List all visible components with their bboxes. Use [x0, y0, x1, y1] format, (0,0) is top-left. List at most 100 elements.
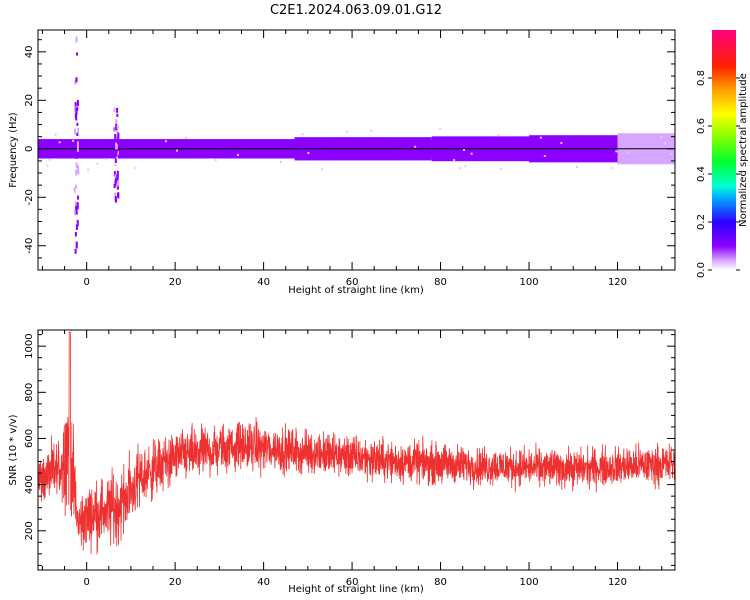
- spectrogram-spike-pixel: [113, 184, 116, 189]
- snr-y-label: SNR (10 * v/v): [8, 414, 19, 485]
- spectrogram-x-tick-label: 20: [169, 277, 182, 288]
- spectrogram-spike-pixel: [117, 137, 120, 142]
- spectrogram-spike-pixel: [114, 133, 117, 141]
- spectrogram-noise-pixel: [58, 141, 61, 144]
- spectrogram-noise-pixel: [54, 133, 57, 136]
- spectrogram-spike-pixel: [114, 174, 117, 178]
- spectrogram-noise-pixel: [470, 152, 473, 155]
- spectrogram-noise-pixel: [346, 130, 349, 133]
- spectrogram-spike-pixel: [74, 249, 77, 254]
- spectrogram-spike-pixel: [115, 119, 118, 124]
- snr-x-tick-label: 60: [346, 577, 359, 588]
- spectrogram-spike-pixel: [77, 195, 80, 200]
- spectrogram-spike-pixel: [116, 113, 119, 117]
- spectrogram-noise-pixel: [307, 151, 310, 154]
- snr-y-tick-label: 400: [24, 475, 35, 494]
- spectrogram-noise-pixel: [280, 160, 283, 163]
- snr-x-tick-label: 120: [608, 577, 627, 588]
- spectrogram-spike-pixel: [116, 107, 119, 113]
- spectrogram-spike-pixel: [75, 77, 78, 83]
- spectrogram-noise-pixel: [627, 151, 630, 154]
- spectrogram-spike-pixel: [115, 144, 118, 150]
- spectrogram-noise-pixel: [96, 162, 99, 165]
- spectrogram-spike-pixel: [114, 157, 117, 164]
- spectrogram-noise-pixel: [321, 168, 324, 171]
- spectrogram-noise-pixel: [46, 164, 49, 167]
- spectrogram-noise-pixel: [463, 148, 466, 151]
- figure-title: C2E1.2024.063.09.01.G12: [270, 3, 442, 18]
- spectrogram-spike-pixel: [75, 202, 78, 210]
- spectrogram-spike-pixel: [74, 209, 77, 216]
- colorbar-tick-label: 0.8: [696, 70, 707, 86]
- spectrogram-noise-pixel: [464, 164, 467, 167]
- snr-plot-area: [38, 331, 675, 555]
- spectrogram-spike-pixel: [116, 151, 119, 155]
- spectrogram-noise-pixel: [134, 166, 137, 169]
- spectrogram-spike-pixel: [115, 123, 118, 130]
- spectrogram-noise-pixel: [611, 167, 614, 170]
- spectrogram-spike-pixel: [115, 174, 118, 181]
- spectrogram-spike-pixel: [74, 106, 77, 112]
- spectrogram-x-tick-label: 60: [346, 277, 359, 288]
- spectrogram-spike-pixel: [73, 187, 76, 193]
- spectrogram-y-tick-label: -40: [24, 238, 35, 254]
- spectrogram-y-tick-label: -20: [24, 189, 35, 205]
- spectrogram-spike-pixel: [75, 114, 78, 121]
- spectrogram-noise-pixel: [105, 158, 108, 161]
- colorbar-tick-label: 0.0: [696, 262, 707, 278]
- spectrogram-noise-pixel: [660, 136, 663, 139]
- spectrogram-spike-pixel: [75, 36, 78, 43]
- spectrogram-spike-pixel: [75, 208, 78, 215]
- colorbar: 0.0 0.2 0.4 0.6 0.8 Normalized spectral ampl…: [696, 30, 749, 278]
- spectrogram-noise-pixel: [453, 159, 456, 162]
- spectrogram-noise-pixel: [499, 168, 502, 171]
- spectrogram-spike-pixel: [73, 128, 76, 135]
- spectrogram-y-tick-label: 0: [24, 146, 35, 152]
- spectrogram-noise-pixel: [414, 145, 417, 148]
- spectrogram-spike-pixel: [115, 150, 118, 157]
- spectrogram-spike-pixel: [77, 152, 80, 157]
- spectrogram-noise-pixel: [214, 159, 217, 162]
- snr-y-tick-label: 600: [24, 429, 35, 448]
- snr-x-tick-label: 20: [169, 577, 182, 588]
- snr-series-line: [38, 331, 675, 555]
- snr-x-tick-label: 80: [434, 577, 447, 588]
- spectrogram-y-label: Frequency (Hz): [8, 112, 19, 188]
- spectrogram-spike-pixel: [117, 180, 120, 187]
- snr-x-tick-label: 100: [519, 577, 538, 588]
- spectrogram-spike-pixel: [77, 165, 80, 172]
- spectrogram-noise-pixel: [497, 134, 500, 137]
- spectrogram-noise-pixel: [164, 140, 167, 143]
- spectrogram-spike-pixel: [113, 192, 116, 197]
- spectrogram-noise-pixel: [615, 150, 618, 153]
- colorbar-tick-label: 0.4: [696, 166, 707, 182]
- spectrogram-noise-pixel: [48, 158, 51, 161]
- spectrogram-spike-pixel: [76, 145, 79, 152]
- snr-frame: [37, 329, 676, 571]
- spectrogram-x-tick-label: 100: [519, 277, 538, 288]
- colorbar-tick-label: 0.6: [696, 118, 707, 134]
- snr-y-tick-label: 200: [24, 521, 35, 540]
- spectrogram-image: [38, 36, 675, 254]
- colorbar-label: Normalized spectral amplitude: [738, 73, 749, 227]
- spectrogram-spike-pixel: [116, 134, 119, 139]
- spectrogram-x-label: Height of straight line (km): [288, 285, 424, 296]
- spectrogram-spike-pixel: [74, 102, 77, 107]
- spectrogram-spike-pixel: [75, 184, 78, 189]
- spectrogram-spike-pixel: [113, 107, 116, 113]
- spectrogram-spike-pixel: [76, 99, 79, 107]
- spectrogram-noise-pixel: [539, 136, 542, 139]
- spectrogram-noise-pixel: [439, 127, 442, 130]
- spectrogram-spike-pixel: [75, 155, 78, 159]
- spectrogram-spike-pixel: [76, 141, 79, 148]
- spectrogram-noise-pixel: [72, 139, 75, 142]
- spectrogram-frame: [37, 29, 676, 271]
- spectrogram-spike-pixel: [114, 178, 117, 184]
- spectrogram-spike-pixel: [75, 224, 78, 231]
- spectrogram-spike-pixel: [77, 128, 80, 133]
- spectrogram-spike-pixel: [117, 132, 120, 139]
- spectrogram-spike-pixel: [74, 232, 77, 237]
- spectrogram-x-tick-label: 40: [257, 277, 270, 288]
- spectrogram-spike-pixel: [116, 170, 119, 177]
- spectrogram-spike-pixel: [76, 52, 79, 56]
